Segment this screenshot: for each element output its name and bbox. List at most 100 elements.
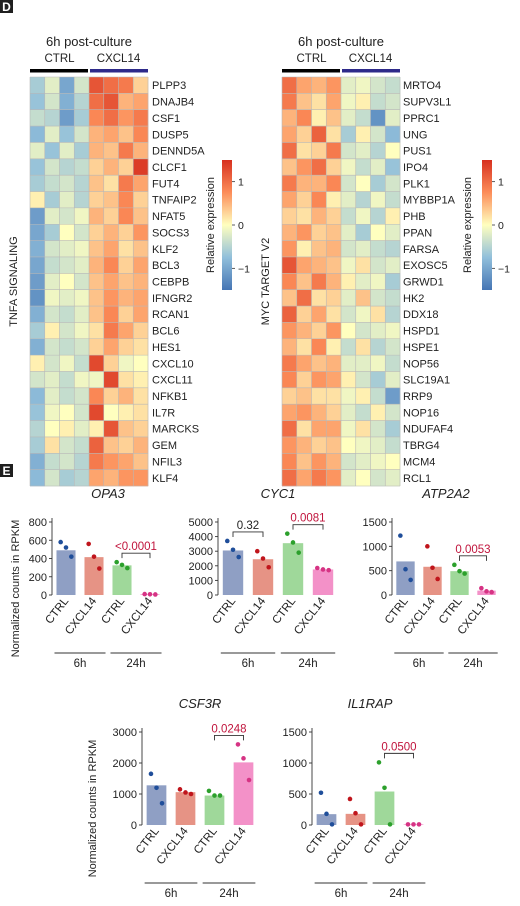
- heatmap-cell: [341, 322, 357, 340]
- heatmap-cell: [370, 420, 386, 438]
- heatmap-cell: [74, 436, 90, 454]
- heatmap-cell: [341, 289, 357, 307]
- category-label: CXCL14: [383, 825, 420, 867]
- heatmap-cell: [103, 338, 119, 356]
- p-value-label: 0.0500: [381, 741, 416, 753]
- heatmap-cell: [118, 224, 134, 241]
- data-point: [177, 787, 183, 792]
- data-point: [125, 565, 130, 571]
- heatmap-1: 6h post-culture CTRL CXCL14 MRTO4 SUPV3L1 PPR…: [260, 34, 510, 487]
- data-point: [212, 793, 217, 798]
- heatmap-title: 6h post-culture: [46, 34, 132, 49]
- heatmap-cell: [282, 355, 298, 372]
- heatmap-cell: [282, 453, 298, 470]
- gene-label: FARSA: [403, 244, 440, 256]
- heatmap-cell: [74, 158, 90, 176]
- heatmap-cell: [59, 207, 75, 225]
- category-label: CTRL: [304, 825, 332, 857]
- bar: [282, 543, 304, 595]
- heatmap-cell: [296, 175, 312, 192]
- data-point: [63, 545, 69, 550]
- heatmap-cell: [341, 469, 357, 487]
- category-label: CXCL14: [325, 825, 362, 867]
- y-tick-label: 0: [131, 820, 137, 832]
- group-label-cxcl14: CXCL14: [349, 53, 393, 65]
- heatmap-cell: [89, 256, 105, 274]
- time-label: 6h: [74, 658, 87, 670]
- heatmap-cell: [59, 126, 75, 143]
- heatmap-cell: [74, 289, 90, 307]
- heatmap-cell: [341, 371, 357, 389]
- heatmap-cell: [118, 158, 134, 176]
- time-label: 24h: [298, 658, 317, 670]
- heatmap-cell: [355, 453, 371, 470]
- data-point: [217, 793, 223, 798]
- heatmap-cell: [89, 306, 105, 323]
- heatmap-cell: [355, 126, 371, 143]
- gene-label: MRTO4: [403, 80, 441, 92]
- heatmap-cell: [282, 273, 298, 290]
- heatmap-cell: [326, 158, 342, 176]
- heatmap-cell: [341, 77, 357, 94]
- heatmap-cell: [355, 289, 371, 307]
- heatmap-cell: [89, 387, 105, 405]
- data-point: [484, 589, 489, 594]
- gene-label: RCL1: [403, 473, 431, 485]
- gene-label: PLK1: [403, 178, 430, 190]
- heatmap-cell: [370, 224, 386, 241]
- data-point: [69, 554, 74, 559]
- heatmap-cell: [296, 207, 312, 225]
- heatmap-cell: [296, 126, 312, 143]
- gene-label: DENND5A: [152, 146, 205, 158]
- data-point: [246, 777, 252, 783]
- bar: [175, 792, 196, 825]
- heatmap-cell: [44, 355, 60, 372]
- colorbar-tick-label: 0: [238, 220, 244, 232]
- heatmap-cell: [118, 322, 134, 340]
- heatmap-cell: [44, 322, 60, 340]
- heatmap-cell: [355, 273, 371, 290]
- gene-label: NOP16: [403, 407, 439, 419]
- heatmap-cell: [296, 289, 312, 307]
- heatmap-cell: [118, 306, 134, 323]
- heatmap-cell: [370, 371, 386, 389]
- data-point: [97, 566, 102, 571]
- heatmap-cell: [133, 240, 149, 258]
- heatmap-cell: [133, 207, 149, 225]
- heatmap-layer: 6h post-culture CTRL CXCL14 PLPP3 DNAJB4 CSF1…: [8, 34, 510, 487]
- heatmap-cell: [103, 387, 119, 405]
- significance-bracket: [384, 752, 414, 759]
- heatmap-cell: [133, 142, 149, 160]
- heatmap-cell: [89, 355, 105, 372]
- heatmap-cell: [103, 322, 119, 340]
- heatmap-cell: [341, 109, 357, 127]
- heatmap-cell: [326, 93, 342, 111]
- heatmap-cell: [311, 436, 327, 454]
- heatmap-cell: [59, 93, 75, 111]
- heatmap-cell: [282, 469, 298, 487]
- heatmap-cell: [133, 306, 149, 323]
- y-axis-label: Normalized counts in RPKM: [10, 520, 22, 658]
- data-point: [147, 591, 153, 597]
- heatmap-cell: [296, 306, 312, 323]
- heatmap-cell: [133, 355, 149, 372]
- heatmap-cell: [44, 469, 60, 487]
- data-point: [224, 538, 230, 544]
- data-point: [353, 810, 358, 816]
- bar: [396, 561, 415, 595]
- heatmap-cell: [59, 142, 75, 160]
- heatmap-cell: [385, 109, 401, 127]
- data-point: [435, 576, 440, 582]
- heatmap-cell: [30, 175, 46, 192]
- heatmap-cell: [341, 404, 357, 421]
- data-point: [86, 541, 91, 547]
- gene-label: NFIL3: [152, 456, 182, 468]
- heatmap-cell: [133, 289, 149, 307]
- time-label: 6h: [242, 658, 255, 670]
- heatmap-cell: [282, 93, 298, 111]
- heatmap-cell: [59, 453, 75, 470]
- heatmap-cell: [311, 158, 327, 176]
- heatmap-cell: [355, 387, 371, 405]
